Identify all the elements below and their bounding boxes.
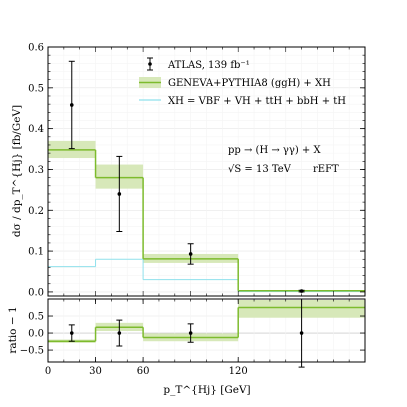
ratio-y-axis-label: ratio − 1	[7, 306, 19, 353]
main-y-tick-label-2: 0.2	[28, 206, 44, 217]
main-y-axis-label: dσ / dp_T^{Hj} [fb/GeV]	[11, 105, 23, 237]
legend-label-geneva: GENEVA+PYTHIA8 (ggH) + XH	[168, 78, 331, 89]
ratio-axis-ticks: −0.5 0.0 0.5 0 30 60 120	[20, 299, 365, 377]
main-y-tick-label-4: 0.4	[28, 124, 44, 135]
legend-marker-atlas	[147, 57, 153, 71]
x-tick-label-2: 60	[137, 366, 150, 377]
main-axis-ticks: 0.0 0.1 0.2 0.3 0.4 0.5 0.6	[28, 43, 365, 298]
legend-label-atlas: ATLAS, 139 fb⁻¹	[167, 60, 250, 71]
legend-label-xh: XH = VBF + VH + ttH + bbH + tH	[168, 96, 346, 107]
ratio-y-tick-label-0: −0.5	[20, 346, 44, 357]
x-tick-label-3: 120	[229, 366, 248, 377]
annotation-scheme: rEFT	[313, 164, 339, 175]
main-atlas-point-3	[298, 289, 305, 293]
x-tick-label-1: 30	[89, 366, 102, 377]
main-atlas-point-2	[187, 243, 194, 265]
ratio-atlas-point-2	[187, 323, 194, 343]
ratio-atlas-point-1	[116, 319, 123, 347]
ratio-y-tick-label-1: 0.0	[28, 329, 44, 340]
ratio-atlas-point-0	[68, 324, 75, 342]
annotation-process: pp → (H → γγ) + X	[228, 145, 321, 156]
main-y-tick-label-3: 0.3	[28, 165, 44, 176]
main-atlas-point-0	[68, 60, 75, 150]
annotation-energy: √S = 13 TeV	[228, 164, 292, 175]
x-tick-label-0: 0	[45, 366, 51, 377]
ratio-y-tick-label-2: 0.5	[28, 312, 44, 323]
main-y-tick-label-5: 0.5	[28, 83, 44, 94]
main-atlas-points	[68, 60, 305, 293]
legend-marker-geneva	[139, 77, 161, 88]
legend: ATLAS, 139 fb⁻¹ GENEVA+PYTHIA8 (ggH) + X…	[139, 57, 346, 107]
ratio-atlas-points	[68, 298, 305, 368]
x-axis-label: p_T^{Hj} [GeV]	[163, 384, 250, 396]
main-y-tick-label-6: 0.6	[28, 43, 44, 54]
main-y-tick-label-0: 0.0	[28, 287, 44, 298]
main-atlas-point-1	[116, 155, 123, 233]
main-y-tick-label-1: 0.1	[28, 247, 44, 258]
